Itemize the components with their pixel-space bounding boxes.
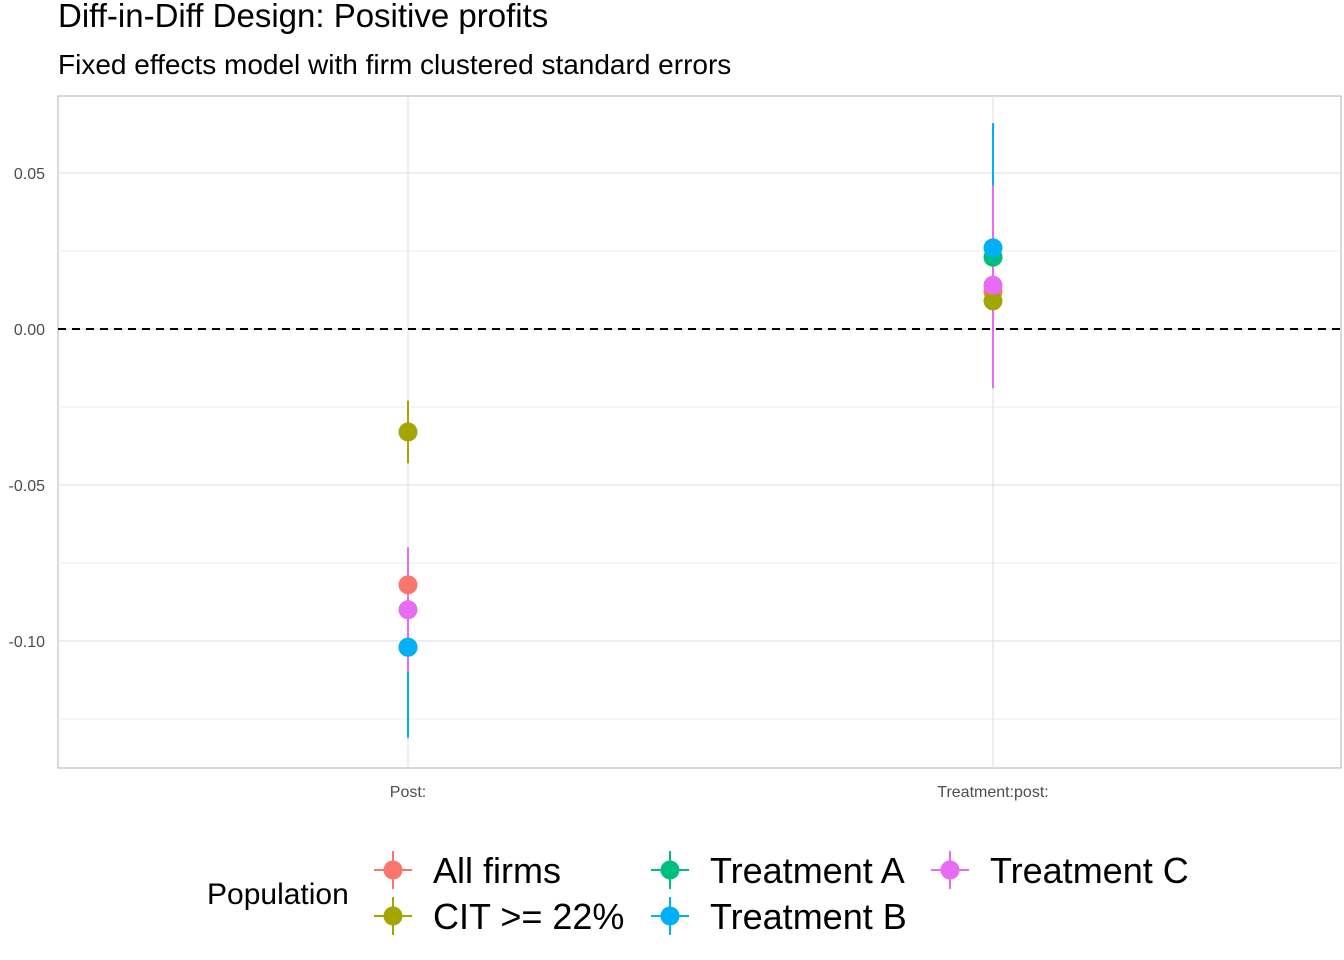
legend-label: Treatment B bbox=[710, 896, 907, 937]
data-point bbox=[983, 275, 1003, 295]
x-tick-label: Treatment:post: bbox=[937, 784, 1048, 801]
legend-item: All firms bbox=[374, 850, 561, 891]
legend-key-point bbox=[940, 860, 960, 880]
legend-label: CIT >= 22% bbox=[433, 896, 624, 937]
chart-subtitle: Fixed effects model with firm clustered … bbox=[58, 49, 731, 80]
legend-label: Treatment C bbox=[990, 850, 1189, 891]
data-point bbox=[398, 422, 418, 442]
legend-item: Treatment B bbox=[651, 896, 907, 937]
legend-key-point bbox=[383, 860, 403, 880]
legend-key-point bbox=[383, 906, 403, 926]
legend-item: Treatment C bbox=[931, 850, 1189, 891]
legend-item: Treatment A bbox=[651, 850, 905, 891]
x-tick-label: Post: bbox=[390, 784, 426, 801]
panel-border bbox=[57, 95, 1342, 769]
data-point bbox=[398, 637, 418, 657]
legend-key-point bbox=[660, 906, 680, 926]
y-tick-label: 0.05 bbox=[14, 166, 45, 183]
data-point bbox=[983, 291, 1003, 311]
y-tick-label: -0.10 bbox=[9, 634, 46, 651]
data-point bbox=[983, 238, 1003, 258]
legend-item: CIT >= 22% bbox=[374, 896, 624, 937]
y-tick-label: 0.00 bbox=[14, 322, 45, 339]
legend-label: Treatment A bbox=[710, 850, 905, 891]
data-point bbox=[398, 575, 418, 595]
legend-label: All firms bbox=[433, 850, 561, 891]
plot-area: 0.05 0.00 -0.05 -0.10 Post: Treatment:post: bbox=[9, 95, 1342, 801]
legend: Population All firms CIT >= 22% Treatment … bbox=[207, 850, 1189, 937]
legend-title: Population bbox=[207, 878, 349, 911]
chart-title: Diff-in-Diff Design: Positive profits bbox=[58, 0, 548, 34]
data-point bbox=[398, 600, 418, 620]
y-tick-label: -0.05 bbox=[9, 478, 46, 495]
legend-key-point bbox=[660, 860, 680, 880]
